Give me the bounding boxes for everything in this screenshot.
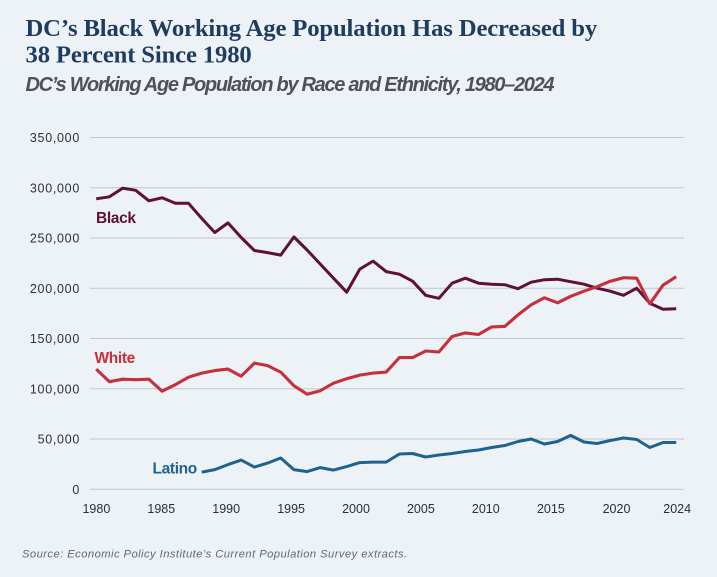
svg-text:1990: 1990: [212, 502, 240, 516]
svg-text:250,000: 250,000: [30, 232, 80, 246]
svg-text:100,000: 100,000: [30, 382, 80, 396]
svg-text:350,000: 350,000: [30, 131, 80, 145]
svg-text:2020: 2020: [603, 502, 631, 516]
svg-text:150,000: 150,000: [30, 332, 80, 346]
svg-text:2010: 2010: [472, 502, 500, 516]
svg-text:DC’s Working Age Population by: DC’s Working Age Population by Race and …: [26, 74, 555, 96]
svg-text:Black: Black: [96, 210, 136, 227]
svg-text:2024: 2024: [663, 502, 691, 516]
svg-text:1985: 1985: [147, 502, 175, 516]
svg-text:2015: 2015: [537, 502, 565, 516]
svg-text:Latino: Latino: [153, 460, 197, 477]
svg-text:200,000: 200,000: [30, 282, 80, 296]
svg-text:0: 0: [72, 483, 80, 497]
svg-text:38 Percent Since 1980: 38 Percent Since 1980: [26, 41, 252, 68]
svg-text:Source: Economic Policy Instit: Source: Economic Policy Institute’s Curr…: [22, 549, 408, 561]
svg-text:White: White: [95, 350, 136, 367]
svg-text:1995: 1995: [277, 502, 305, 516]
svg-text:2000: 2000: [342, 502, 370, 516]
svg-text:50,000: 50,000: [38, 433, 80, 447]
svg-text:2005: 2005: [407, 502, 435, 516]
svg-text:DC’s Black Working Age Populat: DC’s Black Working Age Population Has De…: [26, 15, 598, 42]
svg-text:300,000: 300,000: [30, 181, 80, 195]
svg-text:1980: 1980: [82, 502, 110, 516]
